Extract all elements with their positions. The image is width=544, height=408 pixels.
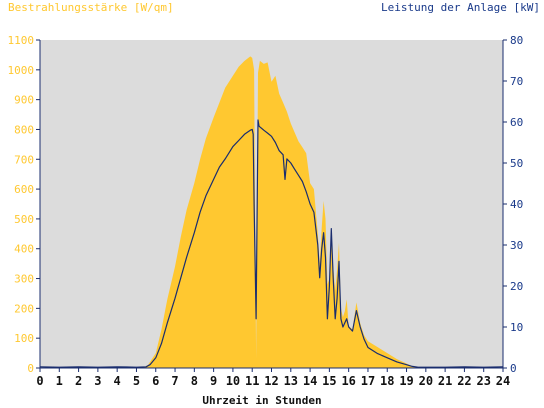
right-tick-label: 50: [510, 157, 523, 170]
x-tick-label: 14: [303, 374, 317, 388]
x-tick-label: 15: [322, 374, 336, 388]
x-tick-label: 1: [56, 374, 63, 388]
right-tick-label: 80: [510, 34, 523, 47]
right-tick-label: 20: [510, 280, 523, 293]
right-tick-label: 40: [510, 198, 523, 211]
left-tick-label: 1100: [8, 34, 35, 47]
x-tick-label: 2: [75, 374, 82, 388]
left-axis-title: Bestrahlungsstärke [W/qm]: [8, 1, 174, 14]
right-tick-label: 10: [510, 321, 523, 334]
x-tick-label: 0: [36, 374, 43, 388]
x-tick-label: 11: [245, 374, 259, 388]
x-tick-label: 22: [457, 374, 471, 388]
right-tick-label: 60: [510, 116, 523, 129]
left-tick-label: 0: [27, 362, 34, 375]
x-tick-label: 12: [264, 374, 278, 388]
x-tick-label: 7: [171, 374, 178, 388]
left-tick-label: 900: [14, 94, 34, 107]
irradiance-area: [40, 56, 503, 369]
x-tick-label: 6: [152, 374, 159, 388]
x-tick-label: 16: [341, 374, 355, 388]
left-tick-label: 700: [14, 153, 34, 166]
series-layer: [39, 56, 504, 369]
x-tick-label: 21: [438, 374, 452, 388]
x-tick-label: 9: [210, 374, 217, 388]
power-line: [39, 119, 504, 368]
right-axis-title: Leistung der Anlage [kW]: [381, 1, 540, 14]
right-tick-label: 70: [510, 75, 523, 88]
left-tick-label: 400: [14, 243, 34, 256]
x-tick-label: 3: [94, 374, 101, 388]
x-tick-label: 17: [361, 374, 375, 388]
x-tick-label: 5: [133, 374, 140, 388]
x-axis-label: Uhrzeit in Stunden: [202, 394, 321, 407]
x-tick-label: 23: [476, 374, 490, 388]
x-tick-label: 8: [191, 374, 198, 388]
x-tick-label: 19: [399, 374, 413, 388]
x-tick-label: 4: [114, 374, 121, 388]
x-tick-label: 18: [380, 374, 394, 388]
left-tick-label: 600: [14, 183, 34, 196]
right-tick-label: 30: [510, 239, 523, 252]
x-tick-label: 13: [284, 374, 298, 388]
left-tick-label: 300: [14, 273, 34, 286]
left-tick-label: 100: [14, 332, 34, 345]
x-tick-label: 20: [419, 374, 433, 388]
left-tick-label: 200: [14, 302, 34, 315]
left-tick-label: 800: [14, 123, 34, 136]
axes-layer: 0100200300400500600700800900100011000102…: [8, 34, 524, 388]
left-tick-label: 500: [14, 213, 34, 226]
left-tick-label: 1000: [8, 64, 35, 77]
x-tick-label: 10: [226, 374, 240, 388]
x-tick-label: 24: [496, 374, 510, 388]
right-tick-label: 0: [510, 362, 517, 375]
